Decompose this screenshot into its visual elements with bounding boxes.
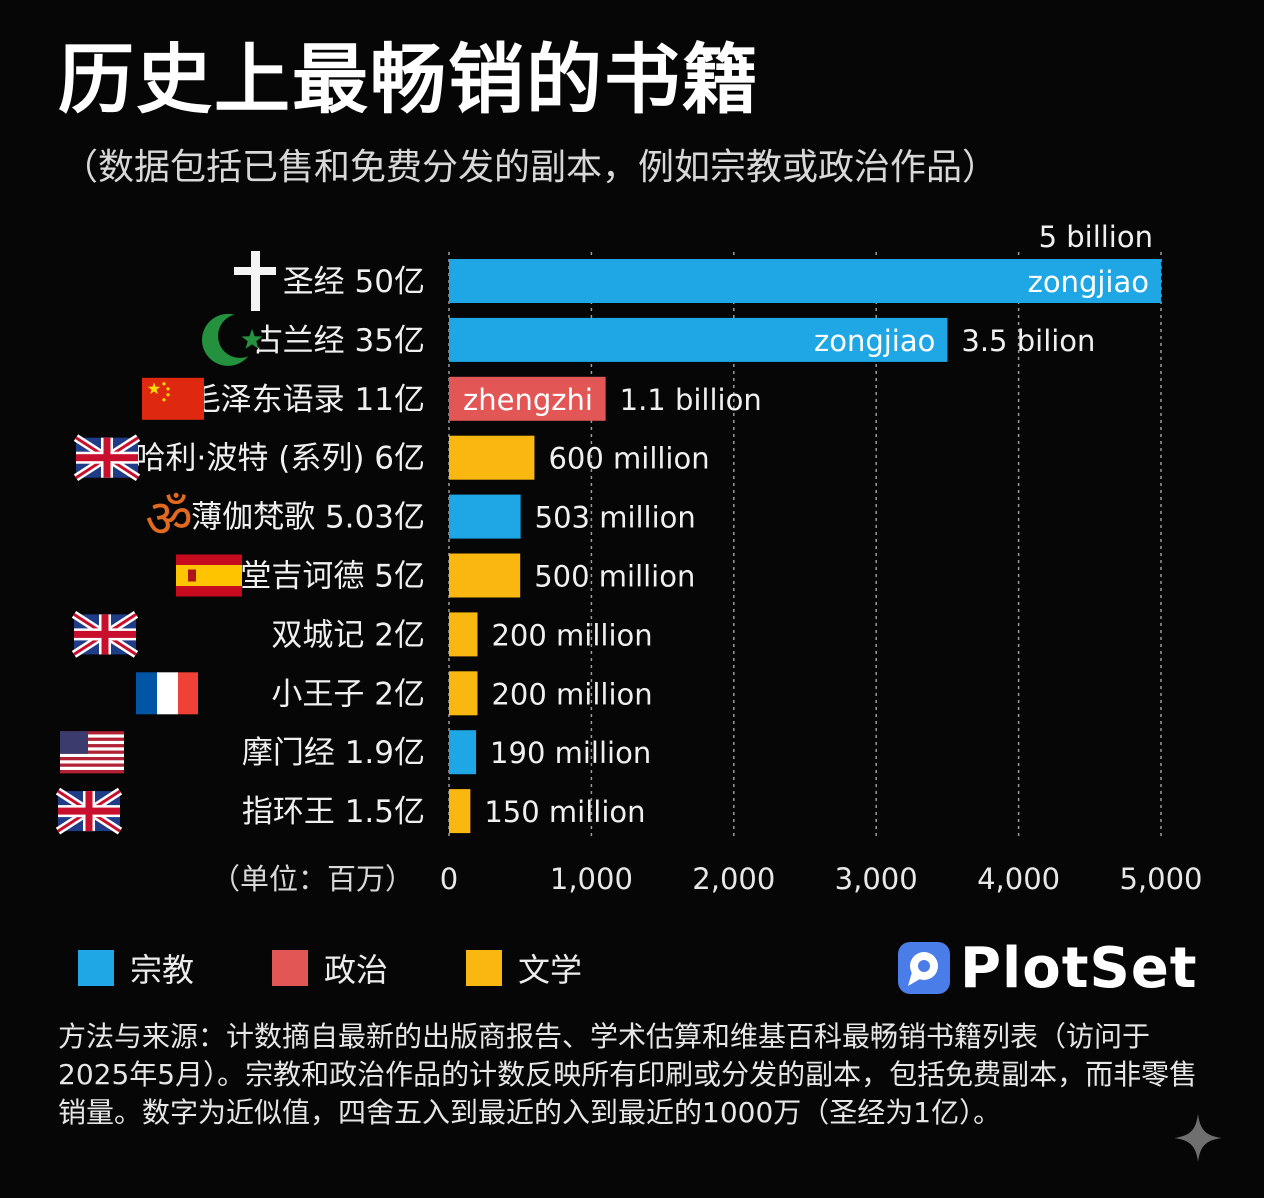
brand-watermark: PlotSet — [898, 935, 1198, 1001]
category-label: 小王子 2亿 — [271, 676, 425, 712]
category-label: 双城记 2亿 — [271, 617, 425, 653]
uk-flag-icon — [71, 611, 139, 658]
uk-flag-icon — [55, 787, 123, 835]
bar — [449, 317, 948, 362]
legend-label-literature: 文学 — [518, 951, 583, 989]
value-label: 150 million — [484, 795, 645, 829]
bar — [449, 553, 521, 598]
uk-flag-icon — [73, 434, 141, 482]
category-label: 摩门经 1.9亿 — [242, 735, 425, 771]
cross-icon — [234, 251, 276, 311]
x-tick-label: 1,000 — [550, 862, 633, 896]
chart-legend: 宗教 政治 文学 — [78, 945, 660, 991]
value-label: 600 million — [548, 442, 709, 476]
category-label: 堂吉诃德 5亿 — [240, 559, 425, 595]
x-axis-unit-label: （单位：百万） — [211, 862, 414, 896]
legend-item-politics: 政治 — [272, 945, 388, 991]
page-subtitle: （数据包括已售和免费分发的副本，例如宗教或政治作品） — [62, 147, 999, 188]
bar — [449, 259, 1161, 303]
x-tick-label: 4,000 — [977, 862, 1060, 896]
bar — [449, 435, 535, 480]
plotset-logo-icon — [898, 942, 950, 994]
value-label: 190 million — [490, 736, 651, 770]
category-label: 圣经 50亿 — [283, 264, 425, 300]
bar — [449, 376, 606, 421]
category-label: 毛泽东语录 11亿 — [190, 382, 425, 418]
x-tick-label: 5,000 — [1119, 862, 1202, 896]
bar-chart: 0 1,000 2,000 3,000 4,000 5,000 （单位：百万） 圣经 50亿 z… — [55, 220, 1203, 896]
crescent-star-icon — [202, 313, 263, 366]
legend-swatch-literature — [466, 950, 503, 986]
brand-name: PlotSet — [960, 935, 1198, 1001]
category-label: 哈利·波特 (系列) 6亿 — [135, 441, 425, 477]
category-label: 指环王 1.5亿 — [242, 794, 425, 830]
bar — [449, 730, 477, 775]
x-tick-label: 0 — [440, 862, 458, 896]
bar-inside-label: zhengzhi — [463, 383, 593, 417]
china-flag-icon — [142, 377, 204, 420]
france-flag-icon — [136, 672, 198, 715]
legend-item-religion: 宗教 — [78, 945, 194, 991]
svg-text:ॐ: ॐ — [145, 490, 192, 550]
legend-swatch-politics — [272, 950, 309, 986]
category-label: 薄伽梵歌 5.03亿 — [191, 500, 425, 536]
legend-label-religion: 宗教 — [130, 951, 195, 989]
legend-label-politics: 政治 — [324, 951, 389, 989]
category-label: 古兰经 35亿 — [252, 323, 425, 359]
value-label: 503 million — [535, 501, 696, 535]
page-title: 历史上最畅销的书籍 — [58, 35, 760, 124]
value-label: 200 million — [491, 618, 652, 652]
value-label: 5 billion — [1039, 220, 1153, 254]
bar — [449, 671, 478, 716]
usa-flag-icon — [60, 731, 124, 774]
value-label: 500 million — [534, 560, 695, 594]
bar — [449, 612, 478, 657]
x-tick-label: 2,000 — [692, 862, 775, 896]
value-label: 1.1 billion — [620, 383, 762, 417]
value-label: 3.5 bilion — [961, 324, 1095, 358]
bar-inside-label: zongjiao — [1028, 265, 1149, 299]
sparkle-icon — [1174, 1114, 1222, 1162]
bar-inside-label: zongjiao — [814, 324, 935, 358]
bar — [449, 494, 521, 539]
methodology-footnote: 方法与来源：计数摘自最新的出版商报告、学术估算和维基百科最畅销书籍列表（访问于2… — [58, 1020, 1198, 1129]
value-label: 200 million — [491, 677, 652, 711]
legend-swatch-religion — [78, 950, 114, 986]
om-icon: ॐ — [145, 490, 192, 550]
x-tick-label: 3,000 — [835, 862, 918, 896]
bar — [449, 789, 471, 834]
spain-flag-icon — [176, 554, 242, 597]
legend-item-literature: 文学 — [466, 945, 582, 991]
